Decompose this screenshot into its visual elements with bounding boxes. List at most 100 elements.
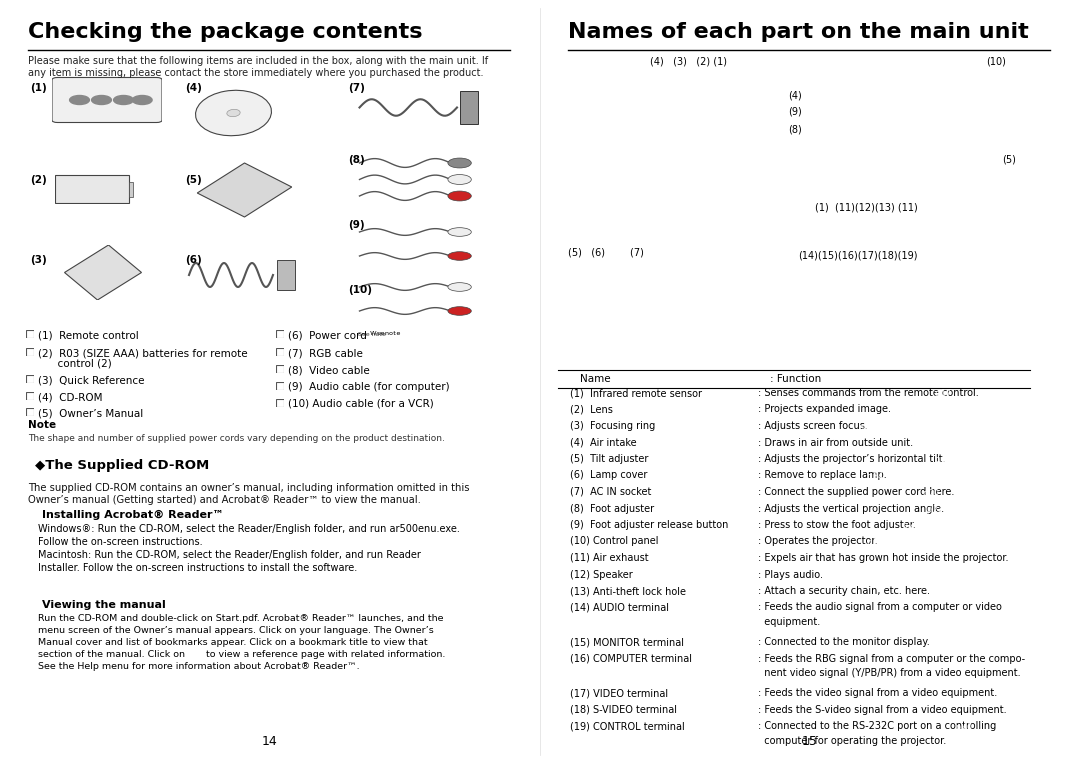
Text: : Adjusts the projector’s horizontal tilt.: : Adjusts the projector’s horizontal til… [758,454,948,464]
Text: (19) CONTROL terminal: (19) CONTROL terminal [570,721,685,731]
Text: : Attach a security chain, etc. here.: : Attach a security chain, etc. here. [758,586,930,596]
Text: : Remove to replace lamp.: : Remove to replace lamp. [758,471,890,481]
Text: (9)  Foot adjuster release button: (9) Foot adjuster release button [570,520,728,530]
Text: p.16: p.16 [866,538,882,547]
Text: (2): (2) [30,175,46,185]
Text: (4)  Air intake: (4) Air intake [570,437,636,448]
Polygon shape [65,245,141,300]
Text: Viewing the manual: Viewing the manual [42,600,165,610]
Text: (9)  Audio cable (for computer): (9) Audio cable (for computer) [288,382,449,392]
Text: (3)  Quick Reference: (3) Quick Reference [38,375,145,385]
Text: (3)  Focusing ring: (3) Focusing ring [570,421,656,431]
Text: p.23: p.23 [858,423,875,432]
Text: : Adjusts screen focus.: : Adjusts screen focus. [758,421,870,431]
Text: (8)  Video cable: (8) Video cable [288,365,369,375]
Text: menu screen of the Owner’s manual appears. Click on your language. The Owner’s: menu screen of the Owner’s manual appear… [38,626,434,635]
Text: p.23: p.23 [927,505,944,514]
Text: : Feeds the audio signal from a computer or video: : Feeds the audio signal from a computer… [758,603,1002,613]
Text: (17) VIDEO terminal: (17) VIDEO terminal [570,688,669,698]
Text: (13) Anti-theft lock hole: (13) Anti-theft lock hole [570,586,686,596]
Text: (5): (5) [185,175,202,185]
Text: (2)  Lens: (2) Lens [570,404,612,414]
Polygon shape [198,163,292,217]
Text: : Feeds the S-video signal from a video equipment.: : Feeds the S-video signal from a video … [758,705,1007,715]
Text: Note: Note [28,420,56,430]
Text: The shape and number of supplied power cords vary depending on the product desti: The shape and number of supplied power c… [28,434,445,443]
Text: : Draws in air from outside unit.: : Draws in air from outside unit. [758,437,913,448]
Text: section of the manual. Click on       to view a reference page with related info: section of the manual. Click on to view … [38,650,445,659]
Bar [129,182,134,197]
Text: : Connected to the monitor display.: : Connected to the monitor display. [758,637,930,647]
Text: : Function: : Function [770,374,821,384]
Circle shape [448,227,471,237]
Text: : Connect the supplied power cord here.: : Connect the supplied power cord here. [758,487,958,497]
Circle shape [132,95,152,105]
Text: (9): (9) [348,220,365,230]
Text: computer for operating the projector.: computer for operating the projector. [758,736,949,745]
Text: nent video signal (Y/PB/PR) from a video equipment.: nent video signal (Y/PB/PR) from a video… [758,668,1021,678]
Text: Installing Acrobat® Reader™: Installing Acrobat® Reader™ [42,510,224,520]
Text: (1)  Remote control: (1) Remote control [38,330,138,340]
Circle shape [448,307,471,315]
Text: (4): (4) [185,83,202,93]
Text: Run the CD-ROM and double-click on Start.pdf. Acrobat® Reader™ launches, and the: Run the CD-ROM and double-click on Start… [38,614,444,623]
FancyBboxPatch shape [55,175,129,203]
Text: (10) Audio cable (for a VCR): (10) Audio cable (for a VCR) [288,399,434,409]
Text: (4)   (3)   (2) (1): (4) (3) (2) (1) [650,57,727,67]
Text: : Adjusts the vertical projection angle.: : Adjusts the vertical projection angle. [758,504,947,513]
Text: Follow the on-screen instructions.: Follow the on-screen instructions. [38,537,203,547]
Text: : Senses commands from the remote control.: : Senses commands from the remote contro… [758,388,982,398]
Text: Windows®: Run the CD-ROM, select the Reader/English folder, and run ar500enu.exe: Windows®: Run the CD-ROM, select the Rea… [38,524,460,534]
Text: (1): (1) [30,83,46,93]
Circle shape [448,282,471,291]
Text: (12) Speaker: (12) Speaker [570,569,633,580]
Text: : Projects expanded image.: : Projects expanded image. [758,404,891,414]
Text: (4)  CD-ROM: (4) CD-ROM [38,392,103,402]
Text: (5)  Owner’s Manual: (5) Owner’s Manual [38,408,144,418]
Text: (3): (3) [30,255,46,265]
Text: (5): (5) [1002,155,1016,165]
Text: (18) S-VIDEO terminal: (18) S-VIDEO terminal [570,705,677,715]
Text: Preparations: Preparations [1040,369,1053,455]
Text: Names of each part on the main unit: Names of each part on the main unit [568,22,1029,42]
Text: (1)  (11)(12)(13) (11): (1) (11)(12)(13) (11) [815,202,918,212]
Text: (8)  Foot adjuster: (8) Foot adjuster [570,504,654,513]
Text: (14) AUDIO terminal: (14) AUDIO terminal [570,603,669,613]
Text: Please make sure that the following items are included in the box, along with th: Please make sure that the following item… [28,56,488,78]
Text: (5)  Tilt adjuster: (5) Tilt adjuster [570,454,648,464]
Circle shape [69,95,90,105]
Text: equipment.: equipment. [758,617,820,627]
Bar [460,91,477,124]
Text: (14)(15)(16)(17)(18)(19): (14)(15)(16)(17)(18)(19) [798,250,918,260]
Text: p.34: p.34 [866,472,882,481]
Text: (16) COMPUTER terminal: (16) COMPUTER terminal [570,654,692,664]
Text: (8): (8) [348,155,365,165]
Text: p.20: p.20 [922,488,940,497]
Text: (15) MONITOR terminal: (15) MONITOR terminal [570,637,684,647]
Text: p.17: p.17 [934,389,951,398]
Text: p.23: p.23 [902,521,919,530]
Text: 15: 15 [802,735,818,748]
Text: 14: 14 [262,735,278,748]
Text: (9): (9) [788,107,801,117]
Bar [276,260,295,290]
Ellipse shape [195,90,271,136]
Text: (2)  R03 (SIZE AAA) batteries for remote: (2) R03 (SIZE AAA) batteries for remote [38,348,247,358]
Text: control (2): control (2) [38,358,111,368]
Text: The supplied CD-ROM contains an owner’s manual, including information omitted in: The supplied CD-ROM contains an owner’s … [28,483,470,504]
Circle shape [448,252,471,260]
Text: p.: p. [243,654,249,660]
Text: (8): (8) [788,124,801,134]
Text: See note: See note [357,332,386,337]
Text: (10): (10) [986,57,1005,67]
Text: (11) Air exhaust: (11) Air exhaust [570,553,649,563]
Text: : Feeds the video signal from a video equipment.: : Feeds the video signal from a video eq… [758,688,997,698]
Text: p.40: p.40 [955,723,972,732]
Text: : Expels air that has grown hot inside the projector.: : Expels air that has grown hot inside t… [758,553,1009,563]
Circle shape [113,95,134,105]
Text: : Press to stow the foot adjuster.: : Press to stow the foot adjuster. [758,520,919,530]
Text: ◆The Supplied CD-ROM: ◆The Supplied CD-ROM [35,459,210,472]
Text: : Operates the projector.: : Operates the projector. [758,536,880,546]
Text: : Plays audio.: : Plays audio. [758,569,823,580]
Text: : Connected to the RS-232C port on a controlling: : Connected to the RS-232C port on a con… [758,721,996,731]
